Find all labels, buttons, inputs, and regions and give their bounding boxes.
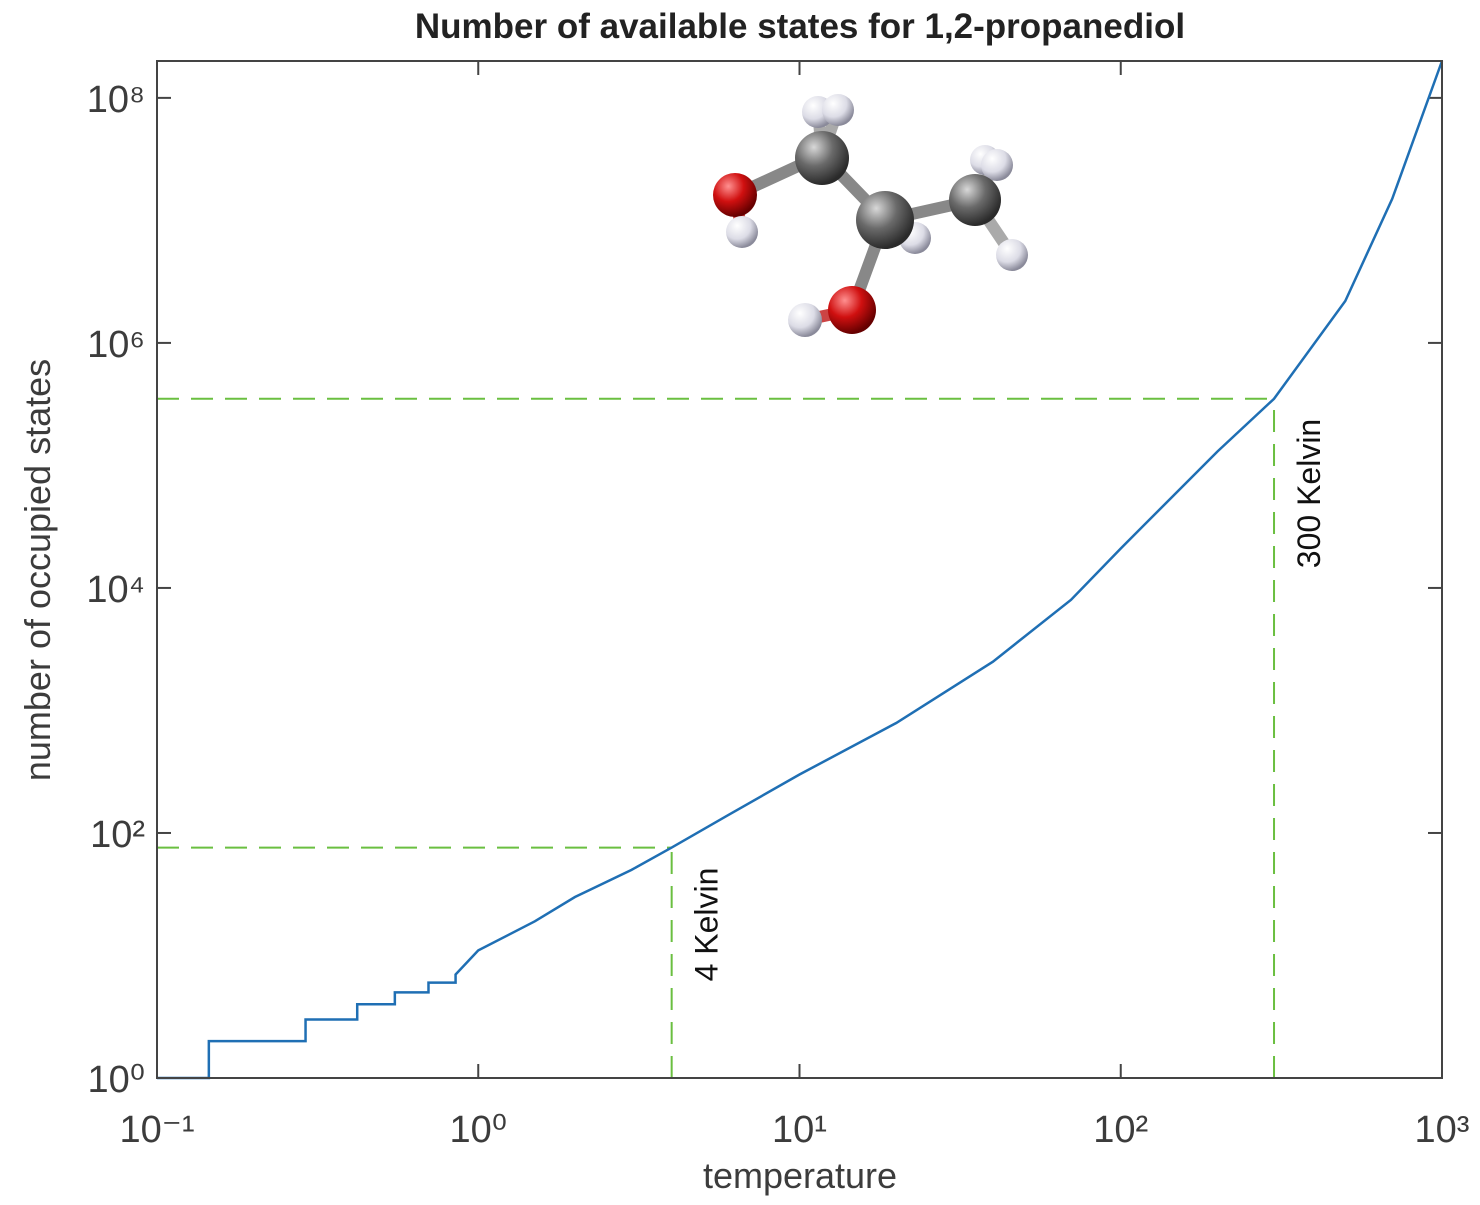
y-tick-label: 10⁸ (87, 79, 145, 121)
y-tick-label: 10⁴ (86, 569, 145, 611)
y-axis-label: number of occupied states (17, 359, 58, 781)
y-tick-label: 10² (90, 814, 145, 856)
molecule-illustration (713, 94, 1028, 337)
plot-frame (157, 61, 1442, 1078)
x-tick-label: 10³ (1415, 1109, 1470, 1151)
x-tick-label: 10¹ (772, 1109, 827, 1151)
chart: Number of available states for 1,2-propa… (0, 0, 1480, 1200)
y-tick-label: 10⁶ (87, 324, 145, 366)
x-tick-label: 10⁻¹ (120, 1109, 195, 1151)
x-tick-label: 10⁰ (449, 1109, 507, 1151)
chart-title: Number of available states for 1,2-propa… (415, 7, 1185, 46)
data-line (157, 61, 1442, 1078)
x-axis-label: temperature (703, 1155, 897, 1196)
annotation-text: 4 Kelvin (689, 868, 725, 982)
annotation-text: 300 Kelvin (1291, 419, 1327, 568)
y-tick-label: 10⁰ (87, 1059, 145, 1101)
x-tick-label: 10² (1093, 1109, 1148, 1151)
